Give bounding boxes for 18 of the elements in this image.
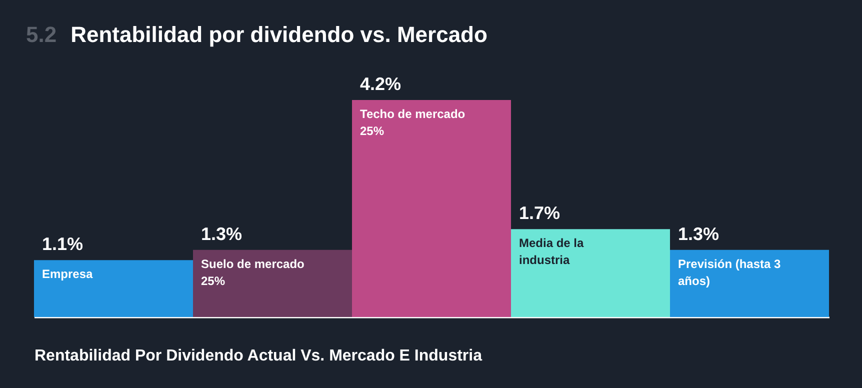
x-tick-label: Techo de mercado 25%: [360, 107, 466, 138]
x-axis-title: Rentabilidad Por Dividendo Actual Vs. Mercado E Industria: [34, 348, 482, 364]
bar: [34, 260, 193, 317]
data-label: 1.7%: [519, 203, 560, 224]
text: 5.2: [26, 22, 57, 47]
data-label: 1.3%: [201, 224, 242, 244]
chart-title: Rentabilidad por dividendo vs. Mercado: [70, 22, 488, 47]
data-label: 1.3%: [678, 224, 720, 244]
bar: [193, 250, 352, 317]
x-tick-label: Suelo de mercado 25%: [201, 256, 304, 288]
x-tick-label: Media de la industria: [519, 236, 584, 268]
bar: [511, 229, 670, 317]
bar: [670, 250, 829, 317]
data-label: 4.2%: [360, 74, 402, 94]
data-label: 1.1%: [42, 234, 84, 254]
x-tick-label: Empresa: [42, 267, 94, 282]
x-tick-label: Previsión (hasta 3 años): [678, 256, 782, 288]
bar: [352, 100, 511, 317]
